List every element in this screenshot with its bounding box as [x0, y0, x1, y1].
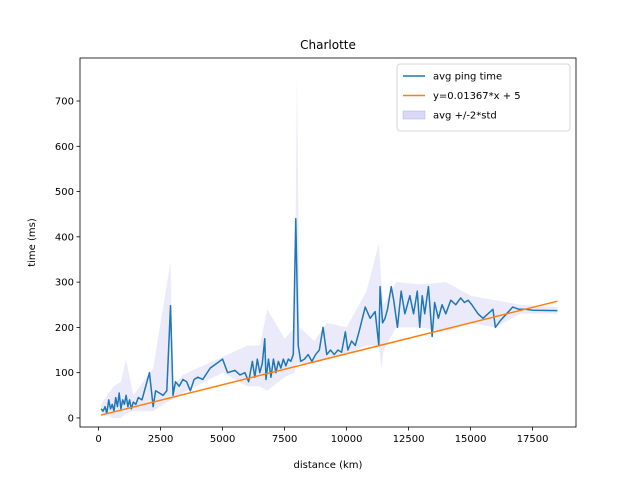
legend-entry: avg ping time — [433, 72, 502, 83]
y-tick-label: 300 — [55, 278, 74, 289]
x-tick-label: 15000 — [455, 434, 487, 445]
legend: avg ping time y=0.01367*x + 5 avg +/-2*std — [396, 63, 571, 132]
legend-box — [396, 63, 571, 132]
x-axis-label: distance (km) — [294, 460, 363, 471]
y-axis: 0 100 200 300 400 500 600 700 — [55, 97, 80, 424]
plot-frame — [79, 57, 577, 428]
legend-swatch — [402, 110, 426, 120]
legend-entry: avg +/-2*std — [433, 111, 497, 122]
y-tick-label: 200 — [55, 323, 74, 334]
fit-line — [100, 300, 558, 416]
avg-ping-line — [100, 217, 558, 415]
y-tick-label: 500 — [55, 187, 74, 198]
x-tick-label: 2500 — [148, 434, 173, 445]
x-axis: 0 2500 5000 7500 10000 12500 15000 17500 — [95, 427, 549, 445]
legend-entry: y=0.01367*x + 5 — [433, 91, 521, 102]
x-tick-label: 10000 — [331, 434, 363, 445]
y-tick-label: 100 — [55, 368, 74, 379]
x-tick-label: 0 — [95, 434, 101, 445]
y-tick-label: 400 — [55, 232, 74, 243]
chart-title: Charlotte — [300, 38, 356, 52]
y-tick-label: 600 — [55, 142, 74, 153]
x-tick-label: 12500 — [393, 434, 425, 445]
x-tick-label: 17500 — [517, 434, 549, 445]
y-tick-label: 700 — [55, 97, 74, 108]
x-tick-label: 7500 — [272, 434, 297, 445]
y-axis-label: time (ms) — [27, 218, 38, 267]
y-tick-label: 0 — [68, 413, 74, 424]
x-tick-label: 5000 — [210, 434, 235, 445]
line-layer — [100, 217, 558, 416]
